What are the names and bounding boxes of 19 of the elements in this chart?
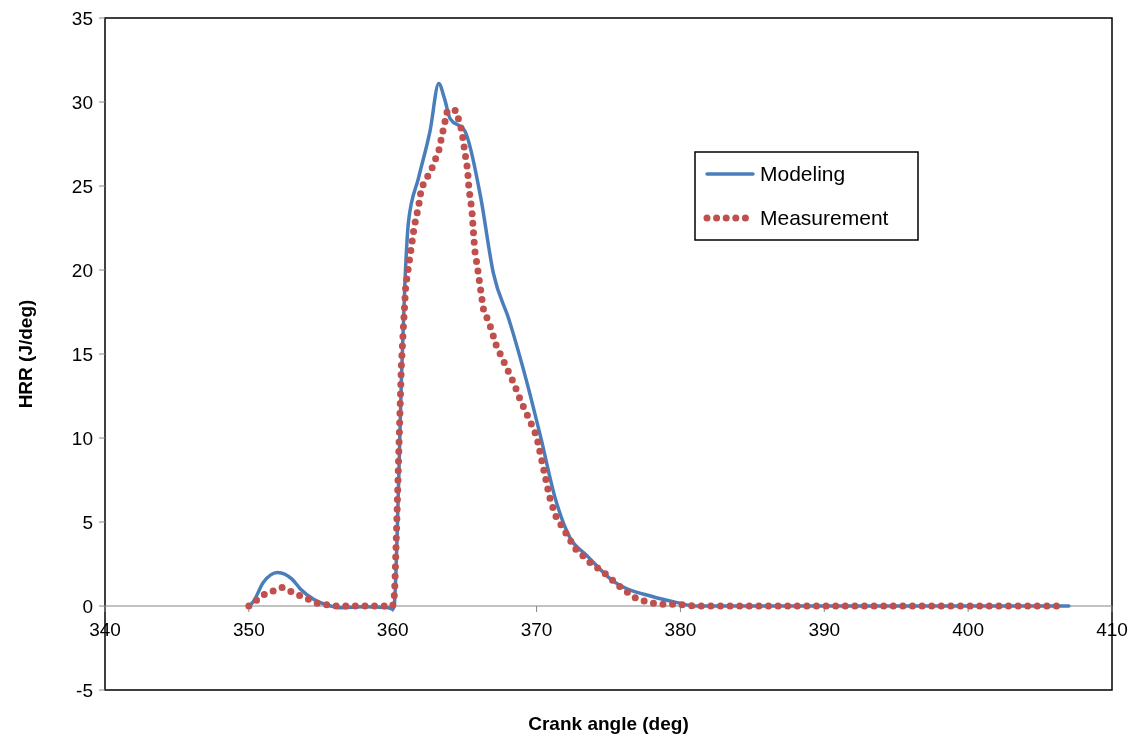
legend-label: Measurement <box>760 206 889 229</box>
x-tick-label: 350 <box>233 619 265 640</box>
y-tick-label: 35 <box>71 8 93 29</box>
y-tick-label: 20 <box>71 260 93 281</box>
x-tick-label: 380 <box>664 619 697 640</box>
y-tick-label: 25 <box>71 176 93 197</box>
y-tick-label: -5 <box>76 680 93 701</box>
x-tick-label: 390 <box>808 619 841 640</box>
y-tick-label: 10 <box>71 428 93 449</box>
legend-label: Modeling <box>760 162 846 185</box>
x-tick-label: 370 <box>520 619 553 640</box>
x-axis-title: Crank angle (deg) <box>528 713 689 734</box>
y-tick-label: 30 <box>71 92 93 113</box>
x-tick-label: 400 <box>952 619 984 640</box>
y-tick-label: 15 <box>71 344 93 365</box>
x-tick-label: 360 <box>376 619 409 640</box>
y-tick-label: 0 <box>82 596 93 617</box>
y-tick-label: 5 <box>82 512 93 533</box>
y-axis-title: HRR (J/deg) <box>15 299 36 409</box>
